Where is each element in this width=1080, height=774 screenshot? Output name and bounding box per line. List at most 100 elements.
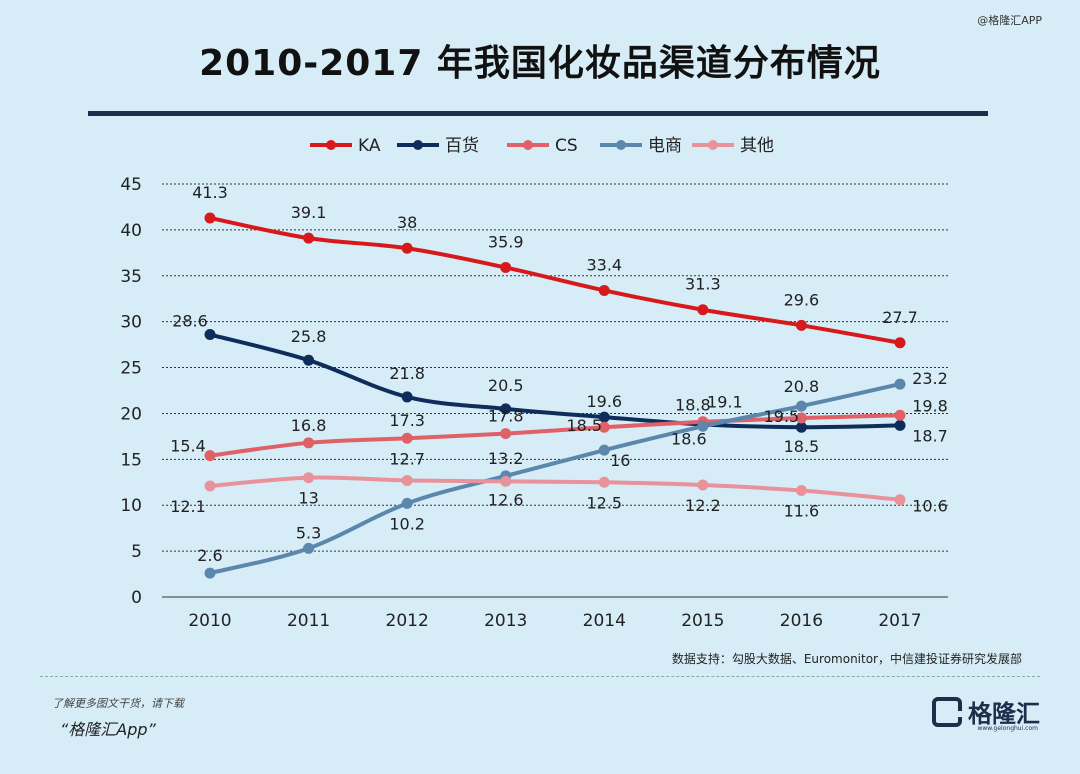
x-tick-label: 2010 <box>188 611 231 631</box>
x-tick-label: 2017 <box>878 611 921 631</box>
data-label: 13 <box>298 489 318 508</box>
legend-swatch-marker <box>708 140 718 150</box>
data-label: 31.3 <box>685 275 721 294</box>
data-label: 12.5 <box>586 493 622 512</box>
data-source: 数据支持：勾股大数据、Euromonitor，中信建投证券研究发展部 <box>671 652 1022 666</box>
x-tick-label: 2013 <box>484 611 527 631</box>
data-point <box>204 212 216 224</box>
data-label: 29.6 <box>784 290 820 309</box>
data-label: 12.1 <box>170 497 206 516</box>
data-point <box>795 421 807 433</box>
series-line <box>209 475 901 502</box>
data-point <box>894 494 906 506</box>
data-point <box>894 419 906 431</box>
data-label: 35.9 <box>488 233 524 252</box>
grid-lines <box>162 183 948 598</box>
data-point <box>697 479 709 491</box>
data-point <box>795 319 807 331</box>
data-point <box>401 432 413 444</box>
legend-label: 其他 <box>740 136 774 156</box>
data-point <box>303 354 315 366</box>
data-point <box>894 337 906 349</box>
data-point <box>795 400 807 412</box>
footer-download-text: 了解更多图文干货，请下载 <box>52 697 184 710</box>
data-label: 41.3 <box>192 183 228 202</box>
data-label: 23.2 <box>912 369 948 388</box>
y-tick-label: 35 <box>120 267 142 287</box>
data-point <box>500 475 512 487</box>
logo-icon <box>932 696 962 727</box>
legend-swatch-marker <box>413 140 423 150</box>
data-label: 18.5 <box>566 416 602 435</box>
title-divider <box>88 111 988 116</box>
data-point <box>500 262 512 274</box>
series-line <box>209 215 901 345</box>
data-point <box>795 412 807 424</box>
footer-app-name: “格隆汇App” <box>60 720 156 739</box>
data-label: 38 <box>397 213 417 232</box>
legend-label: 百货 <box>445 136 479 156</box>
legend: KA 百货 CS 电商 其他 <box>310 136 774 156</box>
legend-label: CS <box>555 136 578 156</box>
data-point <box>401 497 413 509</box>
data-point <box>204 480 216 492</box>
data-point <box>598 444 610 456</box>
data-point <box>598 421 610 433</box>
y-tick-label: 45 <box>120 175 142 195</box>
data-label: 18.6 <box>671 429 707 448</box>
data-label: 19.5 <box>764 407 800 426</box>
data-label: 16 <box>610 451 630 470</box>
y-tick-label: 20 <box>120 404 142 424</box>
data-label: 18.5 <box>784 437 820 456</box>
data-label: 19.1 <box>707 393 743 412</box>
y-tick-label: 30 <box>120 313 142 333</box>
data-point <box>401 474 413 486</box>
data-label: 17.8 <box>488 407 524 426</box>
series-points <box>204 212 906 579</box>
data-label: 11.6 <box>784 502 820 521</box>
data-labels: 41.3 39.1 38 35.9 33.4 31.3 29.6 27.7 28.6 25.8 21… <box>170 183 948 565</box>
top-watermark: @格隆汇APP <box>977 14 1042 27</box>
data-label: 13.2 <box>488 449 524 468</box>
data-point <box>598 411 610 423</box>
x-tick-label: 2014 <box>583 611 626 631</box>
data-label: 12.2 <box>685 496 721 515</box>
data-label: 2.6 <box>197 546 222 565</box>
footer-divider <box>40 676 1040 677</box>
data-label: 27.7 <box>882 308 918 327</box>
y-tick-label: 15 <box>120 450 142 470</box>
y-tick-label: 0 <box>131 588 142 608</box>
y-tick-label: 5 <box>131 542 142 562</box>
series-line <box>209 413 901 458</box>
data-point <box>795 485 807 497</box>
legend-label: 电商 <box>648 136 682 156</box>
data-label: 21.8 <box>389 364 425 383</box>
x-tick-label: 2012 <box>386 611 429 631</box>
data-point <box>303 542 315 554</box>
data-point <box>894 409 906 421</box>
x-tick-label: 2011 <box>287 611 330 631</box>
data-point <box>204 450 216 462</box>
legend-swatch-marker <box>616 140 626 150</box>
data-label: 10.6 <box>912 497 948 516</box>
data-label: 5.3 <box>296 523 321 542</box>
legend-swatch-marker <box>523 140 533 150</box>
data-point <box>204 567 216 579</box>
data-label: 12.7 <box>389 449 425 468</box>
series-line <box>209 382 901 576</box>
legend-label: KA <box>358 136 381 156</box>
data-point <box>401 391 413 403</box>
data-label: 10.2 <box>389 514 425 533</box>
x-axis: 2010 2011 2012 2013 2014 2015 2016 2017 <box>188 611 921 631</box>
data-label: 17.3 <box>389 411 425 430</box>
x-tick-label: 2015 <box>681 611 724 631</box>
legend-swatch-marker <box>326 140 336 150</box>
data-point <box>303 232 315 244</box>
data-point <box>697 420 709 432</box>
y-tick-label: 25 <box>120 359 142 379</box>
data-label: 18.7 <box>912 426 948 445</box>
data-point <box>894 378 906 390</box>
data-label: 28.6 <box>172 312 208 331</box>
data-point <box>598 284 610 296</box>
